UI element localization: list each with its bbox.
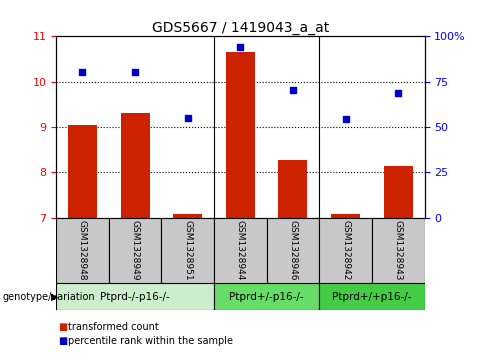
Point — [394, 90, 402, 95]
Bar — [319, 283, 425, 310]
Bar — [56, 218, 109, 283]
Text: GSM1328948: GSM1328948 — [78, 220, 87, 280]
Bar — [372, 218, 425, 283]
Bar — [68, 125, 97, 218]
Bar — [214, 218, 266, 283]
Point — [342, 116, 349, 122]
Text: percentile rank within the sample: percentile rank within the sample — [68, 336, 233, 346]
Bar — [331, 214, 360, 218]
Bar — [162, 218, 214, 283]
Text: ■: ■ — [59, 336, 68, 346]
Text: GSM1328951: GSM1328951 — [183, 220, 192, 280]
Text: transformed count: transformed count — [68, 322, 159, 332]
Bar — [384, 166, 413, 218]
Point — [131, 69, 139, 75]
Bar — [121, 113, 149, 218]
Text: ▶: ▶ — [51, 292, 59, 302]
Point — [184, 115, 192, 121]
Point — [289, 87, 297, 93]
Bar — [319, 218, 372, 283]
Bar — [173, 214, 202, 218]
Bar — [279, 160, 307, 218]
Bar — [214, 283, 319, 310]
Title: GDS5667 / 1419043_a_at: GDS5667 / 1419043_a_at — [152, 21, 329, 35]
Bar — [266, 218, 319, 283]
Point — [79, 69, 86, 75]
Point — [237, 44, 244, 50]
Text: genotype/variation: genotype/variation — [2, 292, 95, 302]
Text: GSM1328949: GSM1328949 — [131, 220, 140, 280]
Bar — [109, 218, 162, 283]
Bar — [56, 283, 214, 310]
Text: GSM1328942: GSM1328942 — [341, 220, 350, 280]
Text: Ptprd-/-p16-/-: Ptprd-/-p16-/- — [100, 292, 170, 302]
Text: Ptprd+/-p16-/-: Ptprd+/-p16-/- — [229, 292, 304, 302]
Text: GSM1328946: GSM1328946 — [288, 220, 298, 280]
Bar — [226, 52, 255, 218]
Text: Ptprd+/+p16-/-: Ptprd+/+p16-/- — [332, 292, 412, 302]
Text: GSM1328944: GSM1328944 — [236, 220, 245, 280]
Text: GSM1328943: GSM1328943 — [394, 220, 403, 280]
Text: ■: ■ — [59, 322, 68, 332]
